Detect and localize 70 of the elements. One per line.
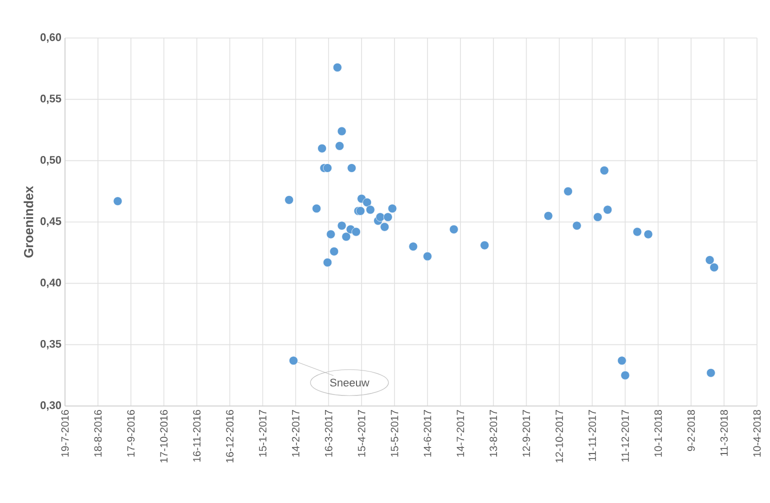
x-tick-label: 14-2-2017 [292,410,300,457]
y-tick-label: 0,45 [40,217,62,227]
point [593,212,602,222]
point [337,221,346,230]
x-tick-label: 15-5-2017 [390,410,398,457]
point [362,198,372,207]
point [337,126,346,136]
x-tick-label: 15-1-2017 [259,410,266,457]
x-tick-label: 10-1-2018 [654,410,662,457]
point [326,230,336,239]
point [620,370,630,380]
point [408,242,418,252]
y-tick-label: 0,40 [40,278,62,288]
point [706,368,716,378]
point [284,195,294,204]
x-tick-label: 10-4-2018 [753,410,761,457]
x-tick-label: 17-10-2016 [160,410,168,462]
point [332,62,342,72]
point [342,232,351,242]
x-tick-label: 11-12-2017 [621,410,629,462]
x-tick-label: 11-11-2017 [588,410,596,461]
x-tick-label: 11-3-2018 [720,410,728,456]
x-tick-label: 14-7-2017 [456,410,464,457]
point [644,230,653,239]
x-tick-label: 19-7-2016 [61,410,69,457]
annotation: Sneeuw [330,378,370,387]
point [380,222,390,232]
x-tick-label: 13-8-2017 [490,410,498,457]
point [366,205,375,214]
x-tick-label: 12-10-2017 [556,410,564,462]
point [376,212,385,222]
point [388,204,397,214]
point [335,141,344,150]
y-tick-label: 0,50 [40,156,62,166]
point [347,164,356,173]
y-tick-label: 0,60 [40,33,62,43]
point [710,262,719,272]
x-tick-label: 12-9-2017 [522,410,530,457]
point [318,144,327,153]
point [113,196,122,206]
x-tick-label: 16-3-2017 [324,410,332,457]
point [449,224,458,234]
point [572,221,582,230]
x-tick-label: 16-12-2016 [226,410,234,462]
y-tick-label: 0,35 [40,340,62,350]
point [705,256,714,265]
point [323,258,332,267]
point [323,164,332,173]
point [564,186,573,196]
point [480,240,490,250]
x-tick-label: 15-4-2017 [358,410,366,457]
y-axis-title: Groenindex [24,186,34,258]
point [544,211,553,220]
x-tick-label: 16-11-2016 [193,410,201,462]
y-tick-label: 0,30 [40,401,62,411]
x-tick-label: 14-6-2017 [424,410,432,457]
y-tick-label: 0,55 [40,94,62,104]
point [632,227,642,236]
point [422,252,432,261]
point [330,246,339,256]
x-tick-label: 9-2-2018 [687,410,695,452]
point [288,356,298,366]
point [600,166,609,175]
point [603,205,612,214]
x-tick-label: 17-9-2016 [127,410,135,457]
point [617,356,626,366]
point [383,212,392,222]
point [312,204,322,214]
point [352,227,361,236]
x-tick-label: 18-8-2016 [94,410,102,457]
